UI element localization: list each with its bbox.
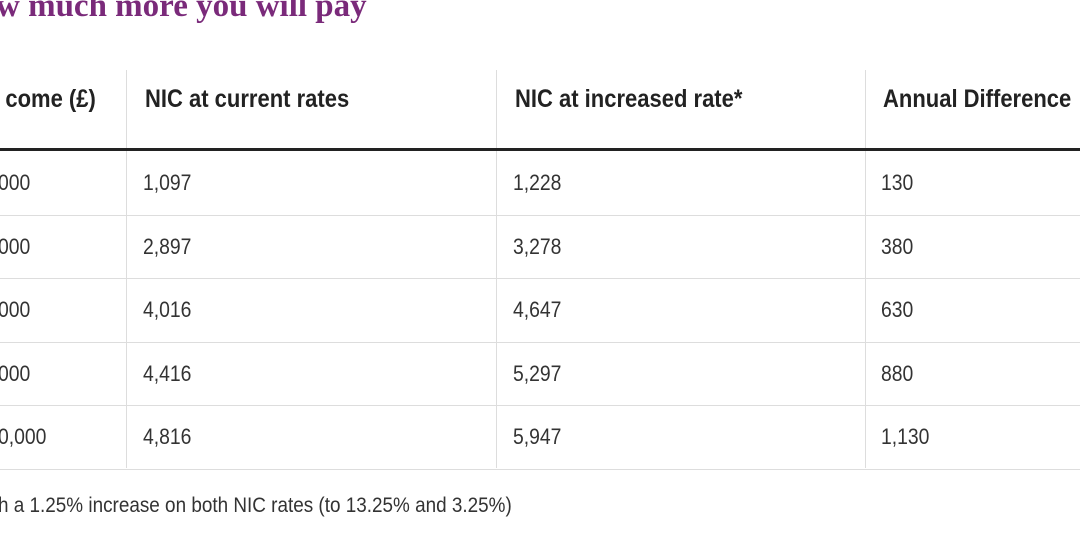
table-cell: 4,647 — [513, 297, 562, 322]
row-divider — [0, 468, 1080, 470]
table-cell: 630 — [881, 297, 914, 322]
table-cell: 5,947 — [513, 424, 562, 449]
table-cell: 3,278 — [513, 233, 562, 259]
table-cell: 1,228 — [513, 170, 562, 195]
row-divider — [0, 405, 1080, 406]
row-divider — [0, 214, 1080, 216]
table-cell: 130 — [881, 170, 914, 195]
table-cell: 1,097 — [143, 170, 192, 195]
table-cell: 1,130 — [881, 424, 930, 449]
table-cell: 4,416 — [143, 360, 192, 386]
column-header: come (£) — [5, 85, 96, 113]
table-cell: 5,297 — [513, 360, 562, 386]
table: come (£) NIC at current rates NIC at incre… — [0, 70, 1080, 470]
column-header: NIC at current rates — [145, 85, 350, 113]
table-cell: 000 — [0, 233, 31, 259]
table-cell: 380 — [881, 233, 914, 259]
table-cell: 000 — [0, 297, 31, 322]
table-cell: 000 — [0, 170, 31, 195]
column-header: NIC at increased rate* — [515, 85, 743, 113]
table-cell: 2,897 — [143, 233, 192, 259]
column-header: Annual Difference — [883, 85, 1072, 113]
footnote: h a 1.25% increase on both NIC rates (to… — [0, 494, 512, 517]
row-divider — [0, 341, 1080, 343]
row-divider — [0, 278, 1080, 279]
column-divider — [865, 70, 866, 468]
column-divider — [126, 70, 127, 468]
table-cell: 880 — [881, 360, 914, 386]
header-rule — [0, 148, 1080, 151]
table-cell: 4,016 — [143, 297, 192, 322]
table-cell: 4,816 — [143, 424, 192, 449]
table-cell: 0,000 — [0, 424, 47, 449]
table-cell: 000 — [0, 360, 31, 386]
title: w much more you will pay — [0, 0, 367, 24]
column-divider — [496, 70, 497, 468]
